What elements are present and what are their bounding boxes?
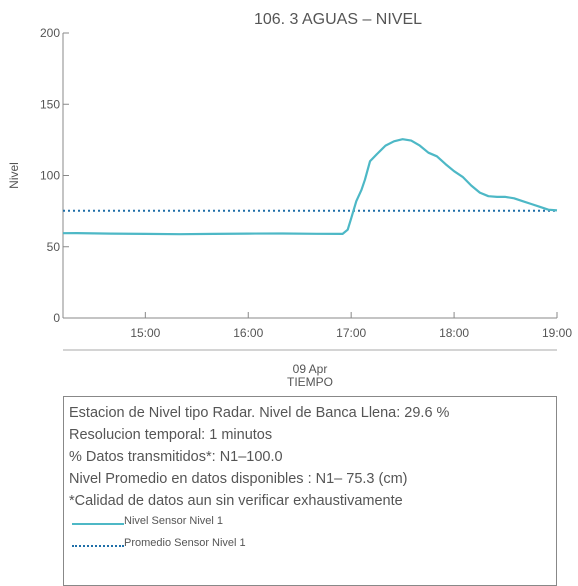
info-line-average-level: Nivel Promedio en datos disponibles : N1…: [69, 471, 408, 487]
x-tick-label: 17:00: [336, 326, 366, 340]
legend-item-average: Promedio Sensor Nivel 1: [69, 534, 556, 556]
y-tick-label: 0: [53, 311, 60, 325]
date-label: 09 Apr: [293, 362, 328, 376]
info-line-resolution-header: Estacion de Nivel tipo Radar. Nivel de B…: [69, 405, 450, 421]
chart-title: 106. 3 AGUAS – NIVEL: [254, 11, 422, 28]
y-tick-label: 50: [47, 240, 61, 254]
info-line-temporal-resolution: Resolucion temporal: 1 minutos: [69, 427, 273, 443]
x-tick-label: 19:00: [542, 326, 572, 340]
info-box: Estacion de Nivel tipo Radar. Nivel de B…: [63, 396, 557, 586]
sensor-series-line: [62, 138, 558, 236]
y-tick-label: 200: [40, 26, 60, 40]
y-axis-label: Nivel: [7, 162, 21, 189]
info-line-data-transmitted: % Datos transmitidos*: N1–100.0: [69, 449, 283, 465]
legend-item-sensor: Nivel Sensor Nivel 1: [69, 512, 556, 534]
y-tick-label: 150: [40, 97, 60, 111]
x-tick-label: 15:00: [130, 326, 160, 340]
x-tick-label: 16:00: [233, 326, 263, 340]
y-tick-label: 100: [40, 169, 60, 183]
x-axis-label: TIEMPO: [287, 375, 333, 389]
info-line-quality-note: *Calidad de datos aun sin verificar exha…: [69, 493, 403, 509]
chart-svg: 106. 3 AGUAS – NIVEL 0 50 100 150 200 15:00 16:…: [7, 11, 572, 389]
legend-label-average: Promedio Sensor Nivel 1: [124, 537, 246, 549]
legend-label-sensor: Nivel Sensor Nivel 1: [124, 515, 224, 527]
legend-dotted-line-icon: [72, 545, 124, 547]
x-tick-label: 18:00: [439, 326, 469, 340]
legend-solid-line-icon: [72, 523, 124, 525]
